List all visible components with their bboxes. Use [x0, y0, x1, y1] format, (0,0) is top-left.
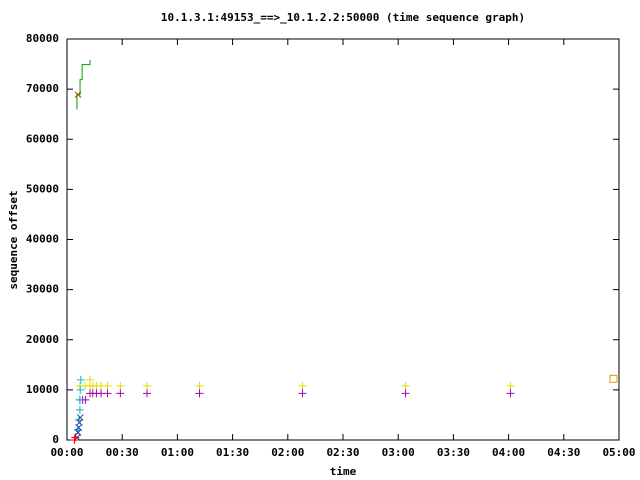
y-tick-label: 50000	[26, 182, 59, 195]
y-tick-label: 80000	[26, 32, 59, 45]
point	[75, 395, 84, 404]
y-axis-label: sequence offset	[7, 190, 20, 289]
y-tick-label: 20000	[26, 333, 59, 346]
point	[86, 375, 94, 384]
x-tick-label: 02:00	[271, 446, 304, 459]
point	[75, 405, 84, 414]
y-tick-label: 70000	[26, 82, 59, 95]
x-tick-label: 00:30	[106, 446, 139, 459]
point	[609, 374, 618, 383]
sequence-line	[76, 60, 91, 110]
x-axis-label: time	[330, 465, 357, 478]
point	[74, 91, 82, 98]
y-tick-label: 60000	[26, 132, 59, 145]
point	[71, 433, 80, 442]
point	[401, 381, 410, 390]
y-tick-label: 0	[52, 433, 59, 446]
y-tick-label: 40000	[26, 233, 59, 246]
point	[76, 375, 85, 384]
plot-border	[66, 38, 620, 441]
point	[116, 389, 125, 398]
x-tick-label: 01:00	[161, 446, 194, 459]
point	[76, 385, 85, 394]
point	[103, 381, 112, 390]
point	[506, 381, 515, 390]
point	[298, 381, 307, 390]
x-tick-label: 04:00	[492, 446, 525, 459]
point	[76, 414, 84, 421]
y-tick-label: 30000	[26, 283, 59, 296]
point	[103, 389, 112, 398]
point	[401, 389, 410, 398]
chart-title: 10.1.3.1:49153_==>_10.1.2.2:50000 (time …	[161, 11, 525, 24]
x-tick-label: 01:30	[216, 446, 249, 459]
point	[143, 381, 152, 390]
x-tick-label: 02:30	[326, 446, 359, 459]
point	[143, 389, 152, 398]
y-tick-label: 10000	[26, 383, 59, 396]
point	[298, 389, 307, 398]
x-tick-label: 03:30	[437, 446, 470, 459]
x-tick-label: 04:30	[547, 446, 580, 459]
point	[506, 389, 515, 398]
point	[116, 381, 125, 390]
x-tick-label: 05:00	[602, 446, 635, 459]
point	[195, 381, 204, 390]
point	[195, 389, 204, 398]
x-tick-label: 03:00	[382, 446, 415, 459]
x-tick-label: 00:00	[50, 446, 83, 459]
